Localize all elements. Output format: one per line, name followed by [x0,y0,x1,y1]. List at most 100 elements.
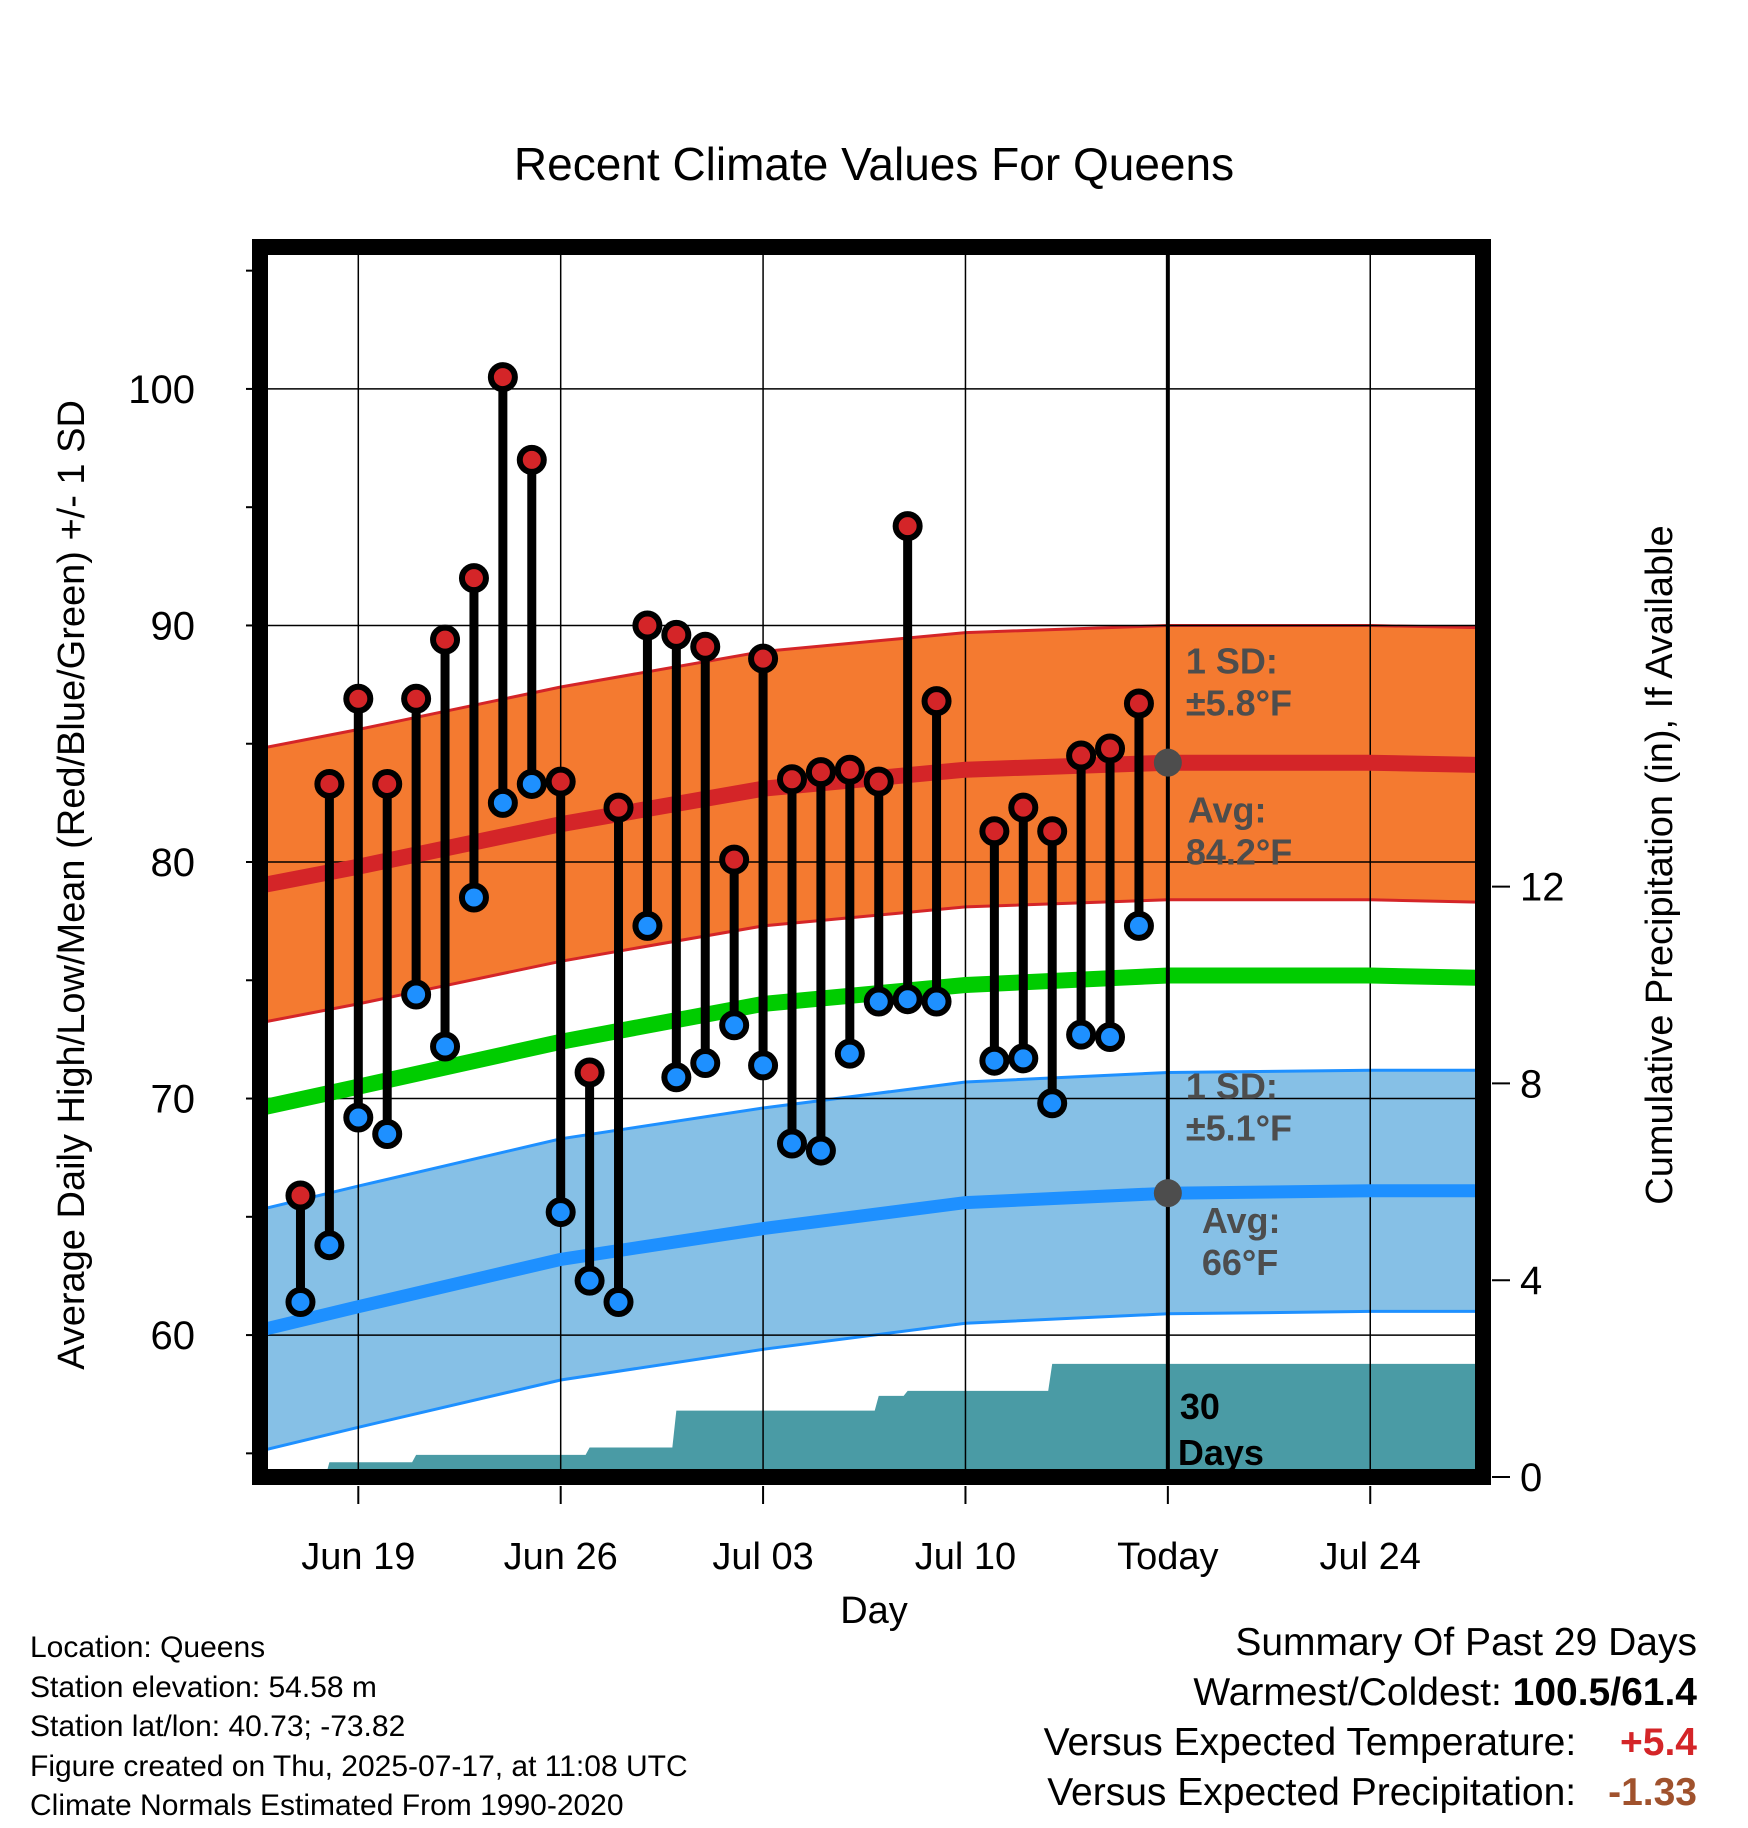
daily-low-point [285,1286,316,1317]
daily-low-point [979,1045,1010,1076]
summary-panel: Summary Of Past 29 Days Warmest/Coldest:… [1044,1618,1697,1818]
low-avg-value: 66°F [1202,1242,1278,1283]
daily-low-point [661,1062,692,1093]
daily-low-point [805,1135,836,1166]
daily-low-point [574,1265,605,1296]
y-tick-label-left: 100 [128,368,195,412]
normal-high-band [260,625,1483,1023]
y-tick-label-left: 60 [151,1314,196,1358]
x-tick-label: Today [1117,1536,1218,1578]
daily-low-point [834,1038,865,1069]
daily-low-point [1095,1022,1126,1053]
daily-high-point [661,619,692,650]
daily-high-point [314,768,345,799]
daily-high-point [834,754,865,785]
daily-low-point [516,768,547,799]
daily-high-point [979,816,1010,847]
x-tick-label: Jul 10 [915,1536,1016,1578]
daily-low-point [863,986,894,1017]
daily-high-point [1008,792,1039,823]
daily-low-point [1008,1043,1039,1074]
summary-title: Summary Of Past 29 Days [1235,1621,1697,1664]
daily-low-point [603,1286,634,1317]
daily-high-point [285,1180,316,1211]
daily-high-point [1095,733,1126,764]
y-tick-label-right: 12 [1520,866,1565,910]
low-avg-label: Avg: [1202,1200,1281,1241]
daily-low-point [372,1119,403,1150]
created-text: Figure created on Thu, 2025-07-17, at 11… [30,1749,688,1783]
x-axis-label: Day [840,1590,908,1632]
daily-low-point [776,1128,807,1159]
axes: 60 70 80 90 100 0 4 8 12 Jun 19 Jun 26 Jul 03 Jul 10… [128,239,1565,1578]
daily-high-point [805,757,836,788]
daily-high-point [516,444,547,475]
x-tick-label: Jul 03 [712,1536,813,1578]
normal-low-avg-line [260,1184,1483,1337]
daily-high-point [776,764,807,795]
daily-low-point [401,979,432,1010]
normal-low-band-lower-edge [260,1309,1483,1453]
temp-label: Versus Expected Temperature: [1043,1721,1577,1764]
precip-days-label: Days [1178,1432,1264,1473]
daily-high-point [1123,688,1154,719]
x-tick-label: Jul 24 [1320,1536,1421,1578]
daily-low-point [458,882,489,913]
daily-high-point [1037,816,1068,847]
daily-low-point [921,986,952,1017]
daily-high-point [603,792,634,823]
y-tick-label-left: 70 [151,1078,196,1122]
daily-low-point [314,1230,345,1261]
daily-high-point [748,643,779,674]
today-low-avg-marker [1153,1179,1182,1208]
daily-high-point [372,768,403,799]
y-tick-label-left: 80 [151,841,196,885]
daily-high-point [632,610,663,641]
precip-row: Versus Expected Precipitation: -1.33 [1044,1768,1697,1818]
daily-high-point [690,631,721,662]
temp-value: +5.4 [1620,1721,1697,1764]
daily-high-point [892,511,923,542]
daily-high-point [430,624,461,655]
daily-low-point [1037,1088,1068,1119]
daily-high-point [487,362,518,393]
daily-high-point [458,563,489,594]
normal-high-band-lower-edge [260,898,1483,1025]
daily-low-point [343,1102,374,1133]
daily-high-point [921,686,952,717]
daily-high-point [719,844,750,875]
daily-high-point [343,683,374,714]
precip-label: Versus Expected Precipitation: [1047,1771,1577,1814]
high-sd-label: 1 SD: [1186,640,1278,681]
warm-cold-label: Warmest/Coldest: [1193,1671,1502,1714]
daily-high-point [863,766,894,797]
low-sd-label: 1 SD: [1186,1066,1278,1107]
y-tick-label-right: 0 [1520,1456,1542,1500]
y-axis-label-left: Average Daily High/Low/Mean (Red/Blue/Gr… [51,400,93,1370]
daily-low-point [892,984,923,1015]
daily-high-point [1066,740,1097,771]
daily-high-point [545,766,576,797]
normal-low-band [260,1070,1483,1451]
daily-low-point [690,1048,721,1079]
y-axis-label-right: Cumulative Precipitation (in), If Availa… [1639,525,1681,1204]
y-tick-label-right: 8 [1520,1062,1542,1106]
warm-cold-value: 100.5/61.4 [1512,1671,1697,1714]
high-sd-value: ±5.8°F [1186,682,1292,723]
precip-value: -1.33 [1608,1771,1697,1814]
daily-low-point [430,1031,461,1062]
daily-low-point [1123,910,1154,941]
high-avg-value: 84.2°F [1186,832,1292,873]
normals-text: Climate Normals Estimated From 1990-2020 [30,1789,624,1822]
warm-cold-row: Warmest/Coldest: 100.5/61.4 [1044,1668,1697,1718]
daily-low-point [545,1197,576,1228]
station-info: Location: Queens Station elevation: 54.5… [30,1628,688,1826]
latlon-text: Station lat/lon: 40.73; -73.82 [30,1710,406,1743]
normal-low-band-upper-edge [260,1068,1483,1212]
x-tick-label: Jun 19 [301,1536,415,1578]
low-sd-value: ±5.1°F [1186,1108,1292,1149]
daily-high-point [401,683,432,714]
daily-low-point [719,1010,750,1041]
